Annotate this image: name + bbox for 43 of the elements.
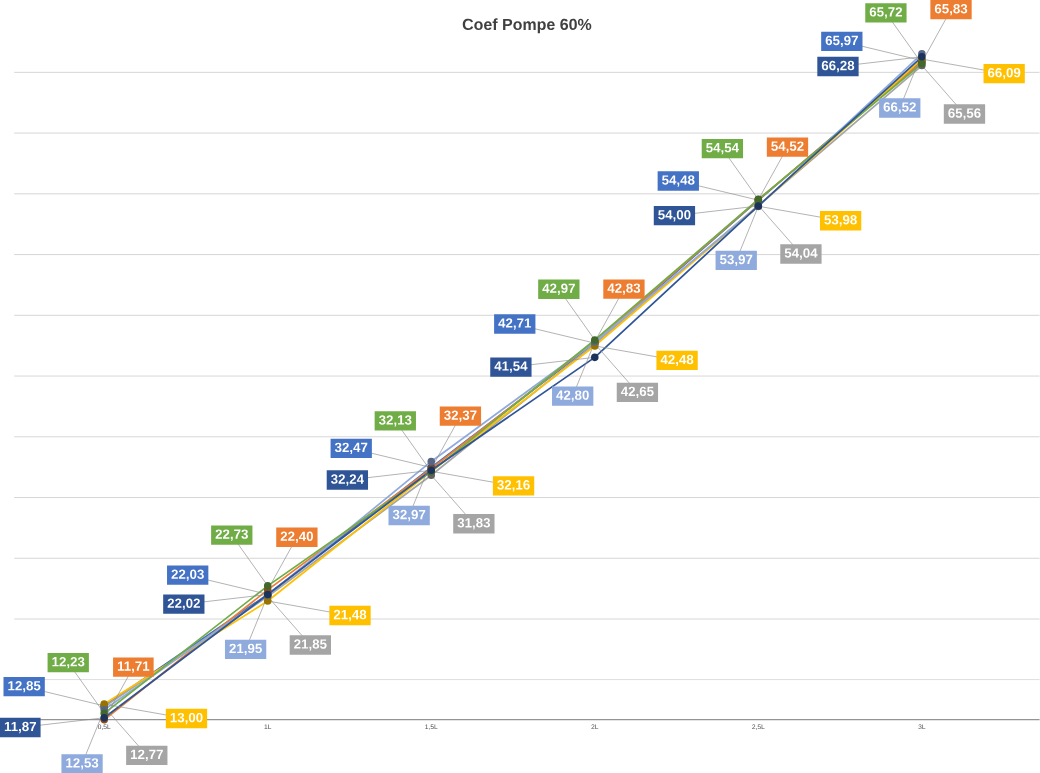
data-label: 12,85 (8, 680, 41, 693)
data-label: 65,97 (825, 35, 858, 47)
data-label: 54,00 (658, 209, 691, 222)
data-label: 53,97 (719, 254, 753, 266)
data-label: 42,80 (556, 390, 589, 402)
data-label: 21,85 (294, 639, 327, 651)
data-label: 22,02 (167, 598, 200, 610)
data-label: 11,71 (117, 661, 150, 673)
data-label: 32,97 (392, 509, 426, 521)
data-label: 22,40 (280, 531, 314, 543)
data-label: 12,53 (66, 757, 99, 770)
data-label: 42,71 (498, 318, 532, 330)
data-label: 11,87 (4, 721, 37, 733)
data-label: 32,16 (497, 479, 530, 492)
data-label: 42,97 (542, 283, 575, 295)
data-label: 54,48 (662, 175, 695, 187)
data-label: 66,09 (987, 67, 1021, 80)
data-label: 54,54 (706, 142, 739, 155)
data-label: 13,00 (170, 712, 203, 724)
data-label: 65,72 (869, 6, 903, 19)
data-label: 53,98 (824, 214, 857, 227)
data-label: 42,83 (607, 283, 641, 295)
data-label: 32,47 (334, 442, 368, 454)
data-label: 12,77 (130, 749, 163, 761)
data-label: 12,23 (52, 656, 85, 669)
data-label: 32,24 (331, 474, 364, 486)
data-label: 66,52 (883, 102, 916, 114)
data-label: 42,48 (660, 354, 694, 366)
data-label: 41,54 (494, 361, 528, 373)
data-label: 21,48 (333, 609, 367, 621)
data-label: 65,56 (948, 108, 981, 120)
data-label: 21,95 (229, 643, 262, 655)
data-label: 54,52 (771, 141, 804, 153)
data-label: 31,83 (457, 517, 491, 530)
data-label: 54,04 (784, 248, 818, 260)
data-label: 32,13 (378, 415, 412, 427)
data-label: 42,65 (620, 386, 654, 398)
data-label: 66,28 (821, 60, 855, 72)
chart-title: Coef Pompe 60% (462, 18, 592, 33)
data-label: 32,37 (444, 410, 477, 422)
data-label: 22,03 (171, 569, 204, 581)
data-label: 22,73 (215, 529, 248, 541)
data-label: 65,83 (934, 3, 968, 16)
